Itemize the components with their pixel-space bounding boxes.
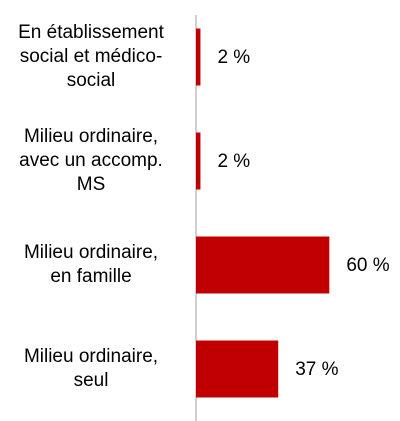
bar	[196, 340, 279, 398]
value-label: 2 %	[217, 47, 250, 68]
value-label: 2 %	[217, 151, 250, 172]
category-label: Milieu ordinaire, en famille	[23, 242, 159, 287]
value-label: 37 %	[295, 359, 338, 380]
category-label: Milieu ordinaire, avec un accomp. MS	[19, 126, 163, 195]
bar	[196, 28, 201, 86]
value-label: 60 %	[346, 255, 389, 276]
bar	[196, 236, 330, 294]
bar	[196, 132, 201, 190]
category-label: En établissement social et médico- socia…	[18, 22, 164, 91]
category-label: Milieu ordinaire, seul	[23, 346, 159, 391]
